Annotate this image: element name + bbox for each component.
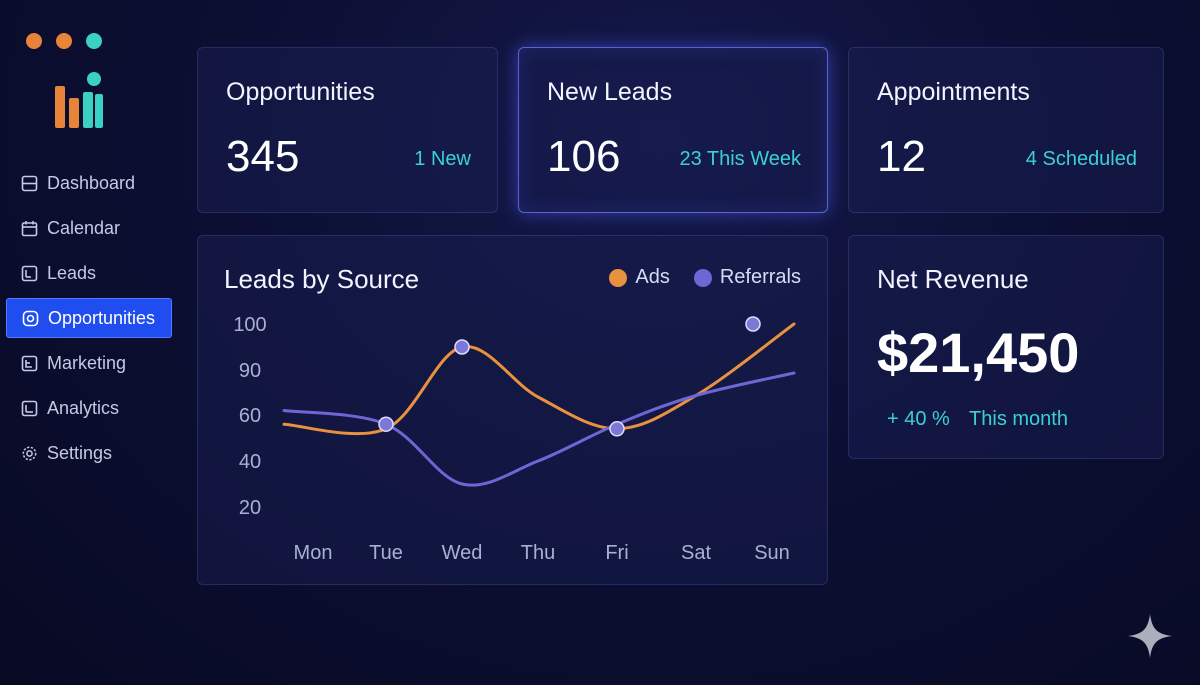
y-tick-label: 20 [239,497,261,519]
revenue-change: + 40 % This month [887,408,1068,431]
opportunities-card[interactable]: Opportunities 345 1 New [197,47,498,213]
legend-item-referrals[interactable]: Referrals [693,266,801,289]
marketing-icon [20,354,38,372]
y-tick-label: 40 [239,451,261,473]
dashboard-icon [20,174,38,192]
y-tick-label: 60 [239,405,261,427]
revenue-change-percent: + 40 % [887,408,950,430]
sidebar-item-label: Analytics [47,397,120,418]
sidebar-item-opportunities[interactable]: Opportunities [6,298,172,338]
card-title: Opportunities [226,78,375,106]
sidebar-item-label: Settings [47,442,113,463]
card-title: Appointments [877,78,1030,106]
series-line-referrals[interactable] [282,371,796,487]
card-value: 12 [877,132,926,181]
y-tick-label: 100 [233,314,266,336]
x-tick-label: Tue [369,542,403,564]
card-title: New Leads [547,78,673,106]
sparkle-icon [1128,614,1172,658]
sidebar-item-analytics[interactable]: Analytics [6,388,172,428]
sidebar-item-leads[interactable]: Leads [6,253,172,293]
sidebar-item-calendar[interactable]: Calendar [6,208,172,248]
leads-icon [20,264,38,282]
sidebar-nav: Dashboard Calendar Leads Opportunities M… [6,163,172,478]
sidebar-item-label: Leads [47,262,97,283]
bar-chart-logo-icon[interactable] [55,72,105,130]
card-value: 106 [547,132,621,181]
data-point[interactable] [745,316,761,332]
y-tick-label: 90 [239,360,261,382]
orange-dot [26,33,42,49]
leads-line-chart: 100 90 60 40 20 Mon Tue Wed Thu Fri Sat Sun [233,314,796,564]
chart-legend: Ads Referrals [609,266,801,289]
x-tick-label: Thu [521,542,555,564]
legend-label: Ads [635,266,670,288]
legend-swatch-ads [609,268,628,287]
data-point[interactable] [378,416,394,432]
data-point[interactable] [454,339,470,355]
chart-title: Leads by Source [224,264,420,294]
legend-label: Referrals [719,266,801,288]
revenue-title: Net Revenue [877,264,1029,294]
x-tick-label: Fri [605,542,628,564]
x-tick-label: Wed [442,542,483,564]
revenue-value: $21,450 [877,321,1080,384]
card-subtitle: 1 New [414,148,471,170]
sidebar-item-label: Calendar [47,217,121,238]
orange-dot [56,33,72,49]
sidebar-item-settings[interactable]: Settings [6,433,172,473]
settings-gear-icon [20,444,38,462]
new-leads-card[interactable]: New Leads 106 23 This Week [518,47,828,213]
card-subtitle: 4 Scheduled [1025,148,1137,170]
leads-by-source-card: 100 90 60 40 20 Mon Tue Wed Thu Fri Sat Sun Leads b… [197,235,828,585]
net-revenue-card[interactable]: Net Revenue $21,450 + 40 % This month [848,235,1164,459]
revenue-change-period: This month [969,408,1068,430]
calendar-icon [20,219,38,237]
sidebar-item-label: Marketing [47,352,127,373]
sidebar-item-marketing[interactable]: Marketing [6,343,172,383]
sidebar-item-label: Dashboard [47,172,136,193]
legend-item-ads[interactable]: Ads [609,266,670,289]
analytics-icon [20,399,38,417]
x-tick-label: Sun [754,542,790,564]
x-tick-label: Sat [681,542,711,564]
teal-dot [86,33,102,49]
sidebar-item-dashboard[interactable]: Dashboard [6,163,172,203]
data-point[interactable] [609,421,625,437]
card-subtitle: 23 This Week [679,148,801,170]
opportunities-icon [21,309,39,327]
appointments-card[interactable]: Appointments 12 4 Scheduled [848,47,1164,213]
window-dots [26,33,102,49]
sidebar-item-label: Opportunities [48,307,156,328]
legend-swatch-referrals [693,268,712,287]
card-value: 345 [226,132,300,181]
x-tick-label: Mon [294,542,333,564]
